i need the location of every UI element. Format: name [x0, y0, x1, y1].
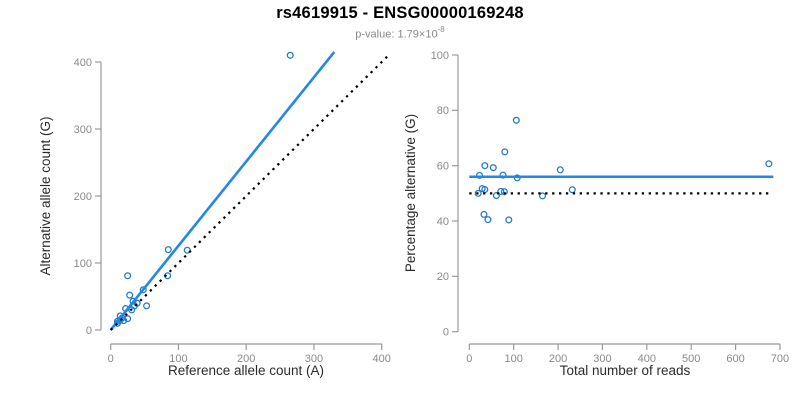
data-point [497, 187, 505, 195]
data-point [501, 148, 509, 156]
y-tick-label: 400 [74, 57, 92, 69]
data-point [500, 188, 508, 196]
data-point [286, 51, 294, 59]
data-point [568, 186, 576, 194]
y-tick-label: 200 [74, 191, 92, 203]
x-tick-label: 0 [466, 353, 472, 365]
left-panel-axes: 0 100 200 300 400 0 100 200 300 400 [74, 57, 391, 365]
data-point [126, 291, 134, 299]
y-tick-label: 40 [437, 216, 449, 228]
y-tick-label: 0 [86, 325, 92, 337]
x-tick-label: 700 [771, 353, 789, 365]
left-x-axis-title: Reference allele count (A) [168, 363, 324, 378]
data-point [139, 286, 147, 294]
right-panel-points [474, 116, 773, 224]
right-panel: 0 20 40 60 80 100 0 100 200 300 400 500 600 700 Total… [403, 50, 789, 378]
data-point [484, 216, 492, 224]
data-point [512, 116, 520, 124]
left-panel: 0 100 200 300 400 0 100 200 300 400 Reference all… [38, 51, 391, 378]
data-point [143, 302, 151, 310]
y-tick-label: 0 [443, 327, 449, 339]
data-point [765, 160, 773, 168]
y-tick-label: 60 [437, 160, 449, 172]
data-point [489, 164, 497, 172]
data-point [133, 299, 141, 307]
y-tick-label: 80 [437, 105, 449, 117]
left-panel-points [113, 51, 294, 327]
data-point [474, 189, 482, 197]
data-point [481, 162, 489, 170]
left-panel-lines [109, 51, 391, 331]
data-point [492, 192, 500, 200]
data-point [480, 210, 488, 218]
y-tick-label: 100 [431, 50, 449, 62]
x-tick-label: 0 [108, 353, 114, 365]
x-tick-label: 600 [726, 353, 744, 365]
y-tick-label: 300 [74, 124, 92, 136]
x-tick-label: 500 [682, 353, 700, 365]
data-point [124, 272, 132, 280]
x-tick-label: 300 [305, 353, 323, 365]
right-x-axis-title: Total number of reads [560, 363, 691, 378]
x-tick-label: 300 [593, 353, 611, 365]
x-tick-label: 200 [237, 353, 255, 365]
data-point [505, 216, 513, 224]
identity-line [109, 53, 391, 331]
x-tick-label: 100 [169, 353, 187, 365]
regression-line [109, 51, 336, 331]
data-point [164, 246, 172, 254]
data-point [539, 192, 547, 200]
x-tick-label: 100 [505, 353, 523, 365]
data-point [556, 166, 564, 174]
data-point [475, 171, 484, 179]
y-tick-label: 100 [74, 258, 92, 270]
x-tick-label: 400 [373, 353, 391, 365]
y-tick-label: 20 [437, 271, 449, 283]
right-panel-axes: 0 20 40 60 80 100 0 100 200 300 400 500 600 700 [431, 50, 789, 365]
right-y-axis-title: Percentage alternative (G) [403, 114, 418, 272]
right-panel-lines [469, 175, 774, 195]
data-point [124, 315, 132, 323]
x-tick-label: 400 [638, 353, 656, 365]
left-y-axis-title: Alternative allele count (G) [38, 116, 53, 275]
x-tick-label: 200 [549, 353, 567, 365]
